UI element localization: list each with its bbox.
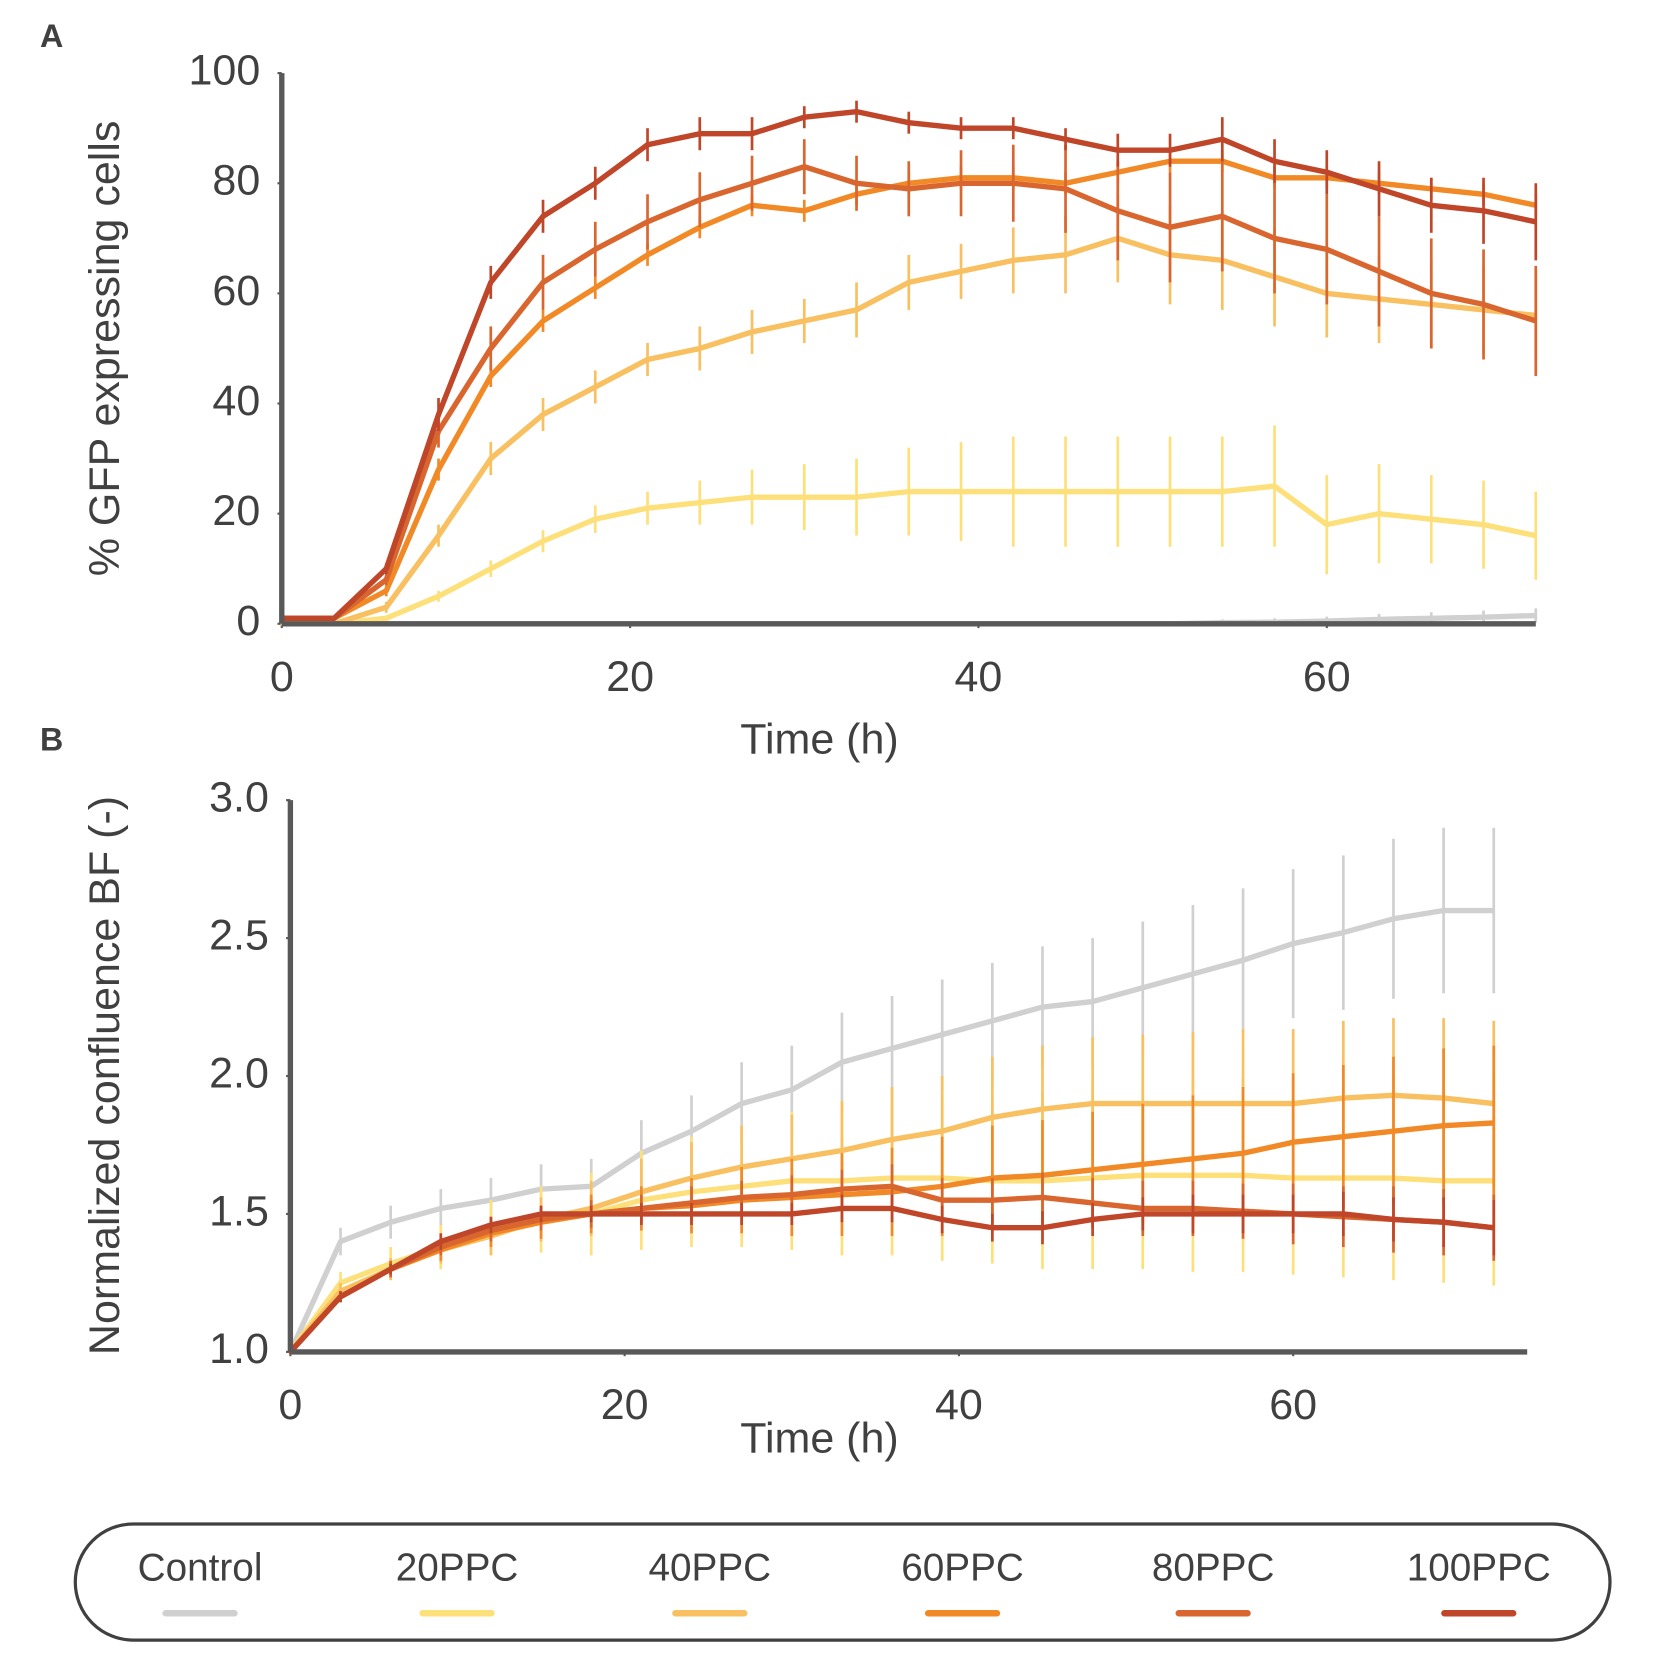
x-tick-label: 0 (270, 653, 294, 701)
x-tick-label: 40 (955, 653, 1003, 701)
legend-label: 20PPC (396, 1546, 519, 1589)
x-tick-label: 60 (1269, 1381, 1317, 1429)
legend-label: 40PPC (648, 1546, 771, 1589)
legend-box (73, 1522, 1612, 1642)
y-tick-label: 100 (189, 46, 261, 94)
x-tick-label: 60 (1303, 653, 1351, 701)
y-tick-label: 3.0 (209, 774, 269, 822)
panel-label: A (40, 18, 63, 54)
x-axis-label: Time (h) (740, 715, 898, 763)
x-tick-label: 20 (606, 653, 654, 701)
y-tick-label: 2.5 (209, 911, 269, 959)
x-axis-label: Time (h) (740, 1415, 898, 1463)
legend-label: 100PPC (1407, 1546, 1551, 1589)
y-tick-label: 20 (212, 487, 260, 535)
y-tick-label: 40 (212, 377, 260, 425)
legend-label: 60PPC (901, 1546, 1024, 1589)
y-tick-label: 60 (212, 267, 260, 315)
y-tick-label: 2.0 (209, 1049, 269, 1097)
y-axis-label: Normalized confluence BF (-) (81, 796, 129, 1355)
panel-label: B (40, 722, 63, 758)
series-line (288, 1205, 1495, 1354)
y-axis-label: % GFP expressing cells (81, 121, 129, 577)
legend-label: Control (138, 1546, 263, 1589)
x-tick-label: 20 (601, 1381, 649, 1429)
y-tick-label: 80 (212, 157, 260, 205)
x-tick-label: 0 (278, 1381, 302, 1429)
series-line (281, 108, 1537, 621)
legend-label: 80PPC (1152, 1546, 1275, 1589)
x-tick-label: 40 (935, 1381, 983, 1429)
y-tick-label: 0 (236, 597, 260, 645)
y-tick-label: 1.5 (209, 1187, 269, 1235)
y-tick-label: 1.0 (209, 1325, 269, 1373)
series-line (281, 483, 1537, 627)
series-line (281, 158, 1537, 621)
series-line (281, 164, 1537, 621)
